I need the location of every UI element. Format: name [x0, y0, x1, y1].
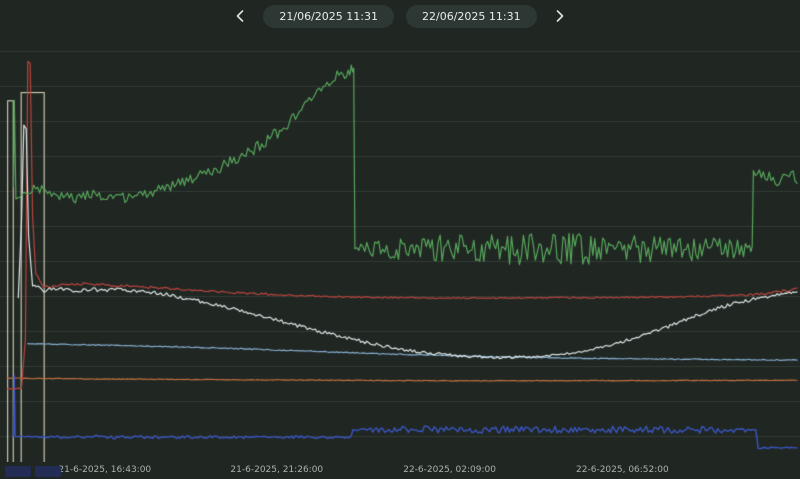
legend-chip-1[interactable]	[5, 466, 31, 477]
legend-chip-2[interactable]	[35, 466, 61, 477]
chevron-right-icon	[556, 10, 563, 22]
end-date-pill[interactable]: 22/06/2025 11:31	[406, 4, 537, 28]
x-axis-label: 22-6-2025, 06:52:00	[576, 465, 669, 475]
x-axis-label: 21-6-2025, 21:26:00	[230, 465, 324, 475]
x-axis-label: 21-6-2025, 16:43:00	[58, 465, 152, 475]
prev-day-button[interactable]	[229, 5, 251, 27]
chevron-left-icon	[237, 10, 244, 22]
history-chart-canvas[interactable]	[0, 0, 800, 462]
x-axis-label: 22-6-2025, 02:09:00	[403, 465, 496, 475]
start-date-pill[interactable]: 21/06/2025 11:31	[263, 4, 394, 28]
x-axis: 21-6-2025, 16:43:00 21-6-2025, 21:26:00 22…	[0, 465, 800, 479]
next-day-button[interactable]	[549, 5, 571, 27]
legend	[5, 466, 61, 477]
date-nav-toolbar: 21/06/2025 11:31 22/06/2025 11:31	[0, 0, 800, 32]
